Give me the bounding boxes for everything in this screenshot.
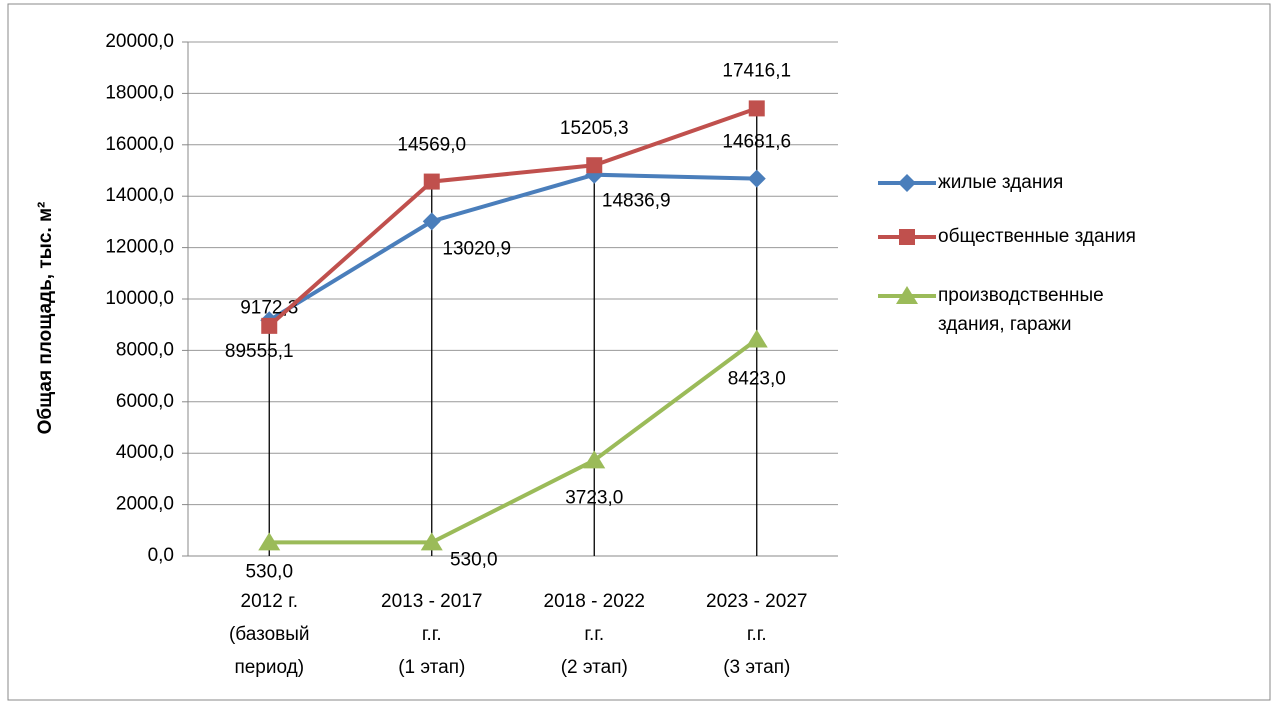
series-line — [269, 337, 758, 545]
y-tick-label: 18000,0 — [105, 82, 174, 103]
y-tick-label: 6000,0 — [116, 391, 174, 412]
marker — [586, 157, 603, 174]
legend-label: жилые здания — [938, 172, 1064, 193]
y-tick-label: 10000,0 — [105, 288, 174, 309]
series-line — [268, 172, 757, 322]
x-tick-label: 2013 - 2017 — [381, 591, 482, 612]
data-label: 15205,3 — [560, 118, 629, 139]
marker — [258, 532, 281, 551]
legend-label: общественные здания — [938, 226, 1136, 247]
marker — [898, 174, 916, 192]
marker — [422, 212, 441, 231]
data-label: 17416,1 — [722, 60, 791, 81]
marker — [420, 532, 443, 551]
data-label: 14836,9 — [602, 191, 671, 212]
x-tick-label: (1 этап) — [398, 657, 465, 678]
x-tick-label: г.г. — [584, 624, 604, 645]
x-tick-label: (3 этап) — [723, 657, 790, 678]
marker — [896, 286, 918, 304]
x-tick-label: 2018 - 2022 — [544, 591, 645, 612]
marker — [261, 317, 278, 334]
x-tick-label: период) — [234, 657, 304, 678]
x-tick-label: г.г. — [422, 624, 442, 645]
data-label: 14569,0 — [397, 135, 466, 156]
x-tick-label: (2 этап) — [561, 657, 628, 678]
y-tick-label: 12000,0 — [105, 237, 174, 258]
x-tick-label: (базовый — [229, 624, 310, 645]
marker — [747, 169, 766, 188]
data-label: 3723,0 — [565, 487, 623, 508]
data-label: 89555,1 — [225, 341, 294, 362]
y-tick-label: 2000,0 — [116, 494, 174, 515]
data-label: 530,0 — [245, 561, 293, 582]
marker — [583, 450, 606, 469]
data-label: 14681,6 — [722, 132, 791, 153]
x-tick-label: г.г. — [747, 624, 767, 645]
x-tick-label: 2012 г. — [241, 591, 298, 612]
marker — [899, 229, 915, 245]
y-tick-label: 16000,0 — [105, 134, 174, 155]
y-tick-label: 0,0 — [148, 545, 174, 566]
marker — [748, 100, 765, 117]
y-axis-title: Общая площадь, тыс. м² — [35, 202, 56, 435]
data-label: 8423,0 — [728, 369, 786, 390]
y-tick-label: 20000,0 — [105, 31, 174, 52]
x-tick-label: 2023 - 2027 — [706, 591, 807, 612]
y-tick-label: 4000,0 — [116, 442, 174, 463]
data-label: 13020,9 — [442, 238, 511, 259]
chart-frame — [7, 3, 1271, 701]
marker — [745, 329, 768, 348]
y-tick-label: 8000,0 — [116, 339, 174, 360]
data-label: 530,0 — [450, 549, 498, 570]
series-line — [267, 106, 758, 328]
legend-label: производственные здания, гаражи — [938, 285, 1104, 335]
marker — [423, 173, 440, 190]
y-tick-label: 14000,0 — [105, 185, 174, 206]
